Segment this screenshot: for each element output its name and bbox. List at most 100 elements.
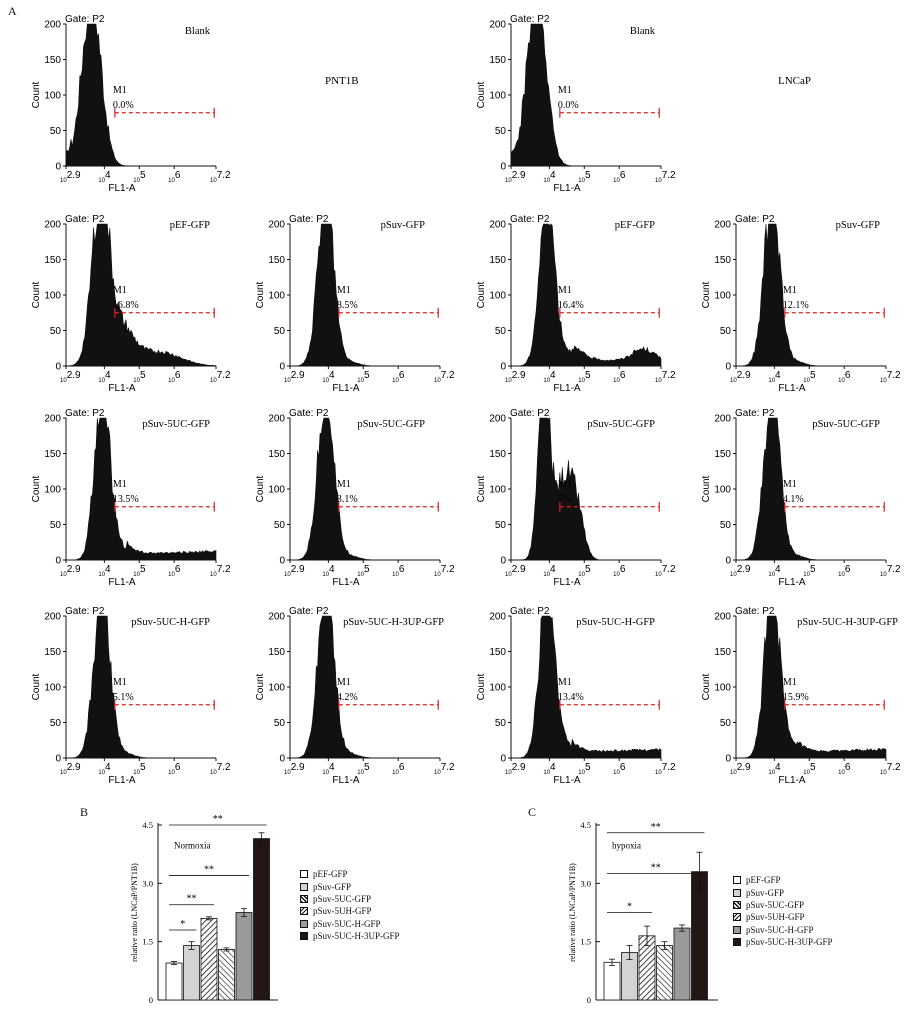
gate-label: Gate: P2	[289, 408, 329, 419]
x-tick-label: 105	[578, 564, 591, 578]
x-tick-label: 102.9	[284, 564, 305, 578]
x-tick-label: 107.2	[880, 370, 901, 384]
y-axis-label: Count	[31, 81, 42, 108]
flow-cytometry-histogram-grid: PNT1B LNCaP 0 50 100 150 200 Count 102.9 104 105 10…	[31, 14, 901, 786]
histogram-title: pSuv-5UC-GFP	[587, 419, 655, 430]
y-tick-label: 0	[55, 362, 61, 373]
cell-label-pnt1b: PNT1B	[325, 75, 359, 87]
x-tick-label: 107.2	[880, 564, 901, 578]
y-tick-label: 150	[714, 255, 731, 266]
m1-percent: 0.0%	[558, 100, 579, 111]
m1-label: M1	[113, 677, 127, 688]
x-tick-label: 104	[322, 762, 335, 776]
x-tick-label: 107.2	[434, 762, 455, 776]
y-tick-label: 150	[489, 255, 506, 266]
bar-psuv-gfp	[621, 952, 638, 1001]
x-tick-label: 106	[838, 564, 851, 578]
y-axis-label: Count	[701, 281, 712, 308]
legend-label: pSuv-5UC-GFP	[746, 899, 805, 910]
gate-label: Gate: P2	[510, 214, 550, 225]
m1-percent: 5%	[558, 494, 571, 505]
histogram-area	[511, 417, 661, 561]
x-tick-label: 102.9	[730, 370, 751, 384]
m1-percent: 0.0%	[113, 100, 134, 111]
y-tick-label: 0	[587, 995, 591, 1005]
y-axis-label: Count	[31, 673, 42, 700]
x-tick-label: 104	[322, 564, 335, 578]
y-tick-label: 50	[720, 718, 732, 729]
histogram-6: 0 50 100 150 200 Count 102.9 104 105 106 107.2 FL1-…	[701, 214, 901, 394]
x-tick-label: 104	[98, 170, 111, 184]
histogram-title: pSuv-5UC-GFP	[142, 419, 210, 430]
m1-label: M1	[783, 677, 797, 688]
y-tick-label: 150	[489, 647, 506, 658]
histogram-area	[65, 223, 217, 367]
legend-item: pSuv-5UH-GFP	[300, 905, 400, 917]
gate-label: Gate: P2	[289, 214, 329, 225]
x-tick-label: 106	[613, 762, 626, 776]
legend-panel-b: pEF-GFP pSuv-GFP pSuv-5UC-GFP pSuv-5UH-GFP p…	[300, 868, 400, 942]
y-tick-label: 150	[489, 449, 506, 460]
legend-item: pSuv-5UC-H-3UP-GFP	[300, 930, 400, 942]
histogram-area	[736, 223, 886, 367]
gate-label: Gate: P2	[289, 606, 329, 617]
y-tick-label: 100	[44, 91, 61, 102]
x-tick-label: 104	[322, 370, 335, 384]
legend-item: pSuv-5UC-GFP	[733, 899, 833, 911]
histogram-title: pSuv-5UC-H-3UP-GFP	[343, 617, 444, 628]
gate-label: Gate: P2	[735, 408, 775, 419]
y-tick-label: 150	[714, 449, 731, 460]
y-tick-label: 4.5	[580, 820, 591, 830]
legend-item: pSuv-5UH-GFP	[733, 911, 833, 923]
histogram-title: Blank	[185, 26, 211, 37]
y-axis-label: Count	[31, 281, 42, 308]
x-tick-label: 106	[168, 370, 181, 384]
m1-percent: 13.4%	[558, 692, 584, 703]
y-tick-label: 200	[489, 220, 506, 231]
x-tick-label: 106	[168, 170, 181, 184]
m1-label: M1	[783, 285, 797, 296]
legend-label: pSuv-5UC-H-3UP-GFP	[313, 931, 400, 942]
y-tick-label: 50	[50, 718, 62, 729]
histogram-area	[65, 23, 216, 167]
histogram-area	[290, 417, 440, 561]
histogram-title: pSuv-GFP	[836, 220, 881, 231]
histogram-12: 0 50 100 150 200 Count 102.9 104 105 106 107.2 FL1-…	[255, 606, 455, 786]
y-tick-label: 100	[714, 683, 731, 694]
legend-item: pSuv-GFP	[733, 886, 833, 898]
gate-label: Gate: P2	[510, 408, 550, 419]
legend-swatch	[300, 919, 308, 928]
y-tick-label: 100	[489, 485, 506, 496]
gate-label: Gate: P2	[65, 606, 105, 617]
y-tick-label: 0	[149, 995, 153, 1005]
histogram-title: pSuv-5UC-GFP	[357, 419, 425, 430]
y-tick-label: 100	[489, 91, 506, 102]
x-tick-label: 106	[392, 762, 405, 776]
legend-label: pSuv-GFP	[746, 887, 785, 898]
x-tick-label: 104	[543, 170, 556, 184]
histogram-area	[66, 615, 216, 759]
y-tick-label: 50	[274, 520, 286, 531]
y-tick-label: 50	[50, 520, 62, 531]
x-tick-label: 106	[392, 564, 405, 578]
legend-label: pEF-GFP	[313, 869, 348, 880]
y-tick-label: 200	[268, 612, 285, 623]
bar-psuv-5uh-gfp	[656, 945, 673, 1001]
x-tick-label: 107.2	[210, 370, 231, 384]
m1-label: M1	[558, 479, 572, 490]
legend-item: pEF-GFP	[733, 874, 833, 886]
y-tick-label: 0	[279, 362, 285, 373]
x-axis-label: FL1-A	[332, 775, 360, 786]
y-tick-label: 100	[268, 485, 285, 496]
m1-percent: 15.9%	[783, 692, 809, 703]
x-tick-label: 107.2	[210, 170, 231, 184]
x-tick-label: 106	[392, 370, 405, 384]
bar-psuv-5uc-gfp	[638, 935, 656, 1001]
histogram-13: 0 50 100 150 200 Count 102.9 104 105 106 107.2 FL1-…	[476, 606, 676, 786]
x-tick-label: 104	[768, 564, 781, 578]
m1-percent: 4.2%	[337, 692, 358, 703]
x-axis-label: FL1-A	[108, 577, 136, 588]
m1-percent: 5.1%	[113, 692, 134, 703]
bar-psuv-5uc-h-gfp	[235, 912, 253, 1001]
x-tick-label: 105	[803, 762, 816, 776]
